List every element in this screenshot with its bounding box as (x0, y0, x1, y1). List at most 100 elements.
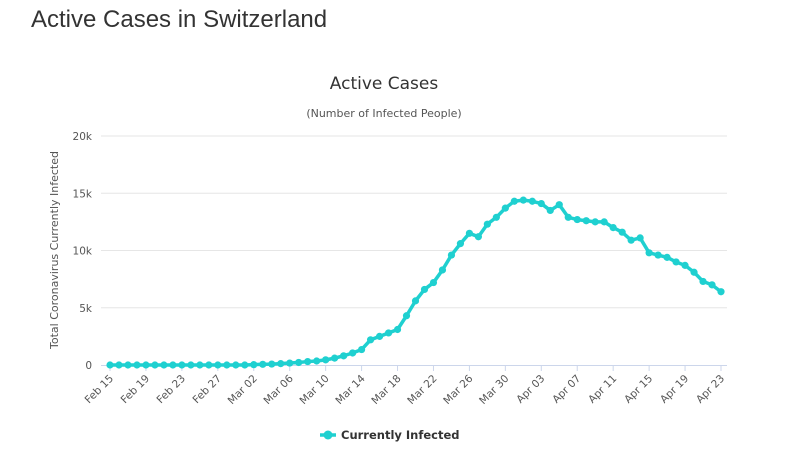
data-point[interactable] (142, 361, 150, 369)
data-point[interactable] (564, 213, 572, 221)
data-point[interactable] (241, 361, 249, 369)
data-point[interactable] (411, 297, 420, 305)
data-point[interactable] (483, 220, 491, 228)
data-point[interactable] (519, 196, 527, 204)
y-axis-title: Total Coronavirus Currently Infected (48, 151, 61, 350)
data-point[interactable] (268, 360, 276, 368)
data-point[interactable] (160, 361, 168, 369)
y-tick-label: 15k (73, 188, 93, 200)
x-tick-label: Mar 14 (333, 372, 368, 407)
data-point[interactable] (402, 312, 411, 320)
data-point[interactable] (366, 336, 375, 344)
data-point[interactable] (205, 361, 213, 369)
data-point[interactable] (438, 266, 447, 274)
data-point[interactable] (654, 251, 662, 259)
data-point[interactable] (214, 361, 222, 369)
data-point[interactable] (447, 251, 456, 259)
x-tick-label: Apr 03 (514, 373, 547, 406)
data-point[interactable] (357, 345, 366, 354)
chart-subtitle: (Number of Infected People) (306, 107, 461, 120)
data-point[interactable] (384, 329, 393, 337)
x-tick-label: Mar 22 (405, 373, 439, 407)
data-point[interactable] (645, 249, 653, 257)
data-point[interactable] (187, 361, 195, 369)
data-point[interactable] (663, 253, 671, 261)
data-point[interactable] (456, 240, 465, 248)
legend-label[interactable]: Currently Infected (341, 428, 460, 442)
data-point[interactable] (429, 278, 438, 287)
x-tick-label: Mar 02 (226, 373, 260, 407)
y-axis-ticks: 0 5k 10k 15k 20k (73, 131, 93, 372)
data-point[interactable] (178, 361, 186, 369)
data-point[interactable] (555, 201, 563, 209)
data-point[interactable] (286, 359, 294, 367)
data-point[interactable] (393, 325, 402, 334)
y-tick-label: 20k (73, 131, 93, 143)
data-point[interactable] (636, 234, 644, 242)
data-point[interactable] (277, 360, 285, 368)
y-tick-label: 5k (79, 303, 93, 315)
x-tick-label: Apr 19 (658, 373, 691, 406)
data-point[interactable] (528, 197, 536, 205)
series-line[interactable] (108, 198, 723, 367)
legend-dot-marker (323, 430, 333, 440)
data-point[interactable] (582, 217, 590, 225)
data-point[interactable] (609, 224, 617, 232)
data-point[interactable] (573, 215, 581, 224)
x-tick-label: Apr 23 (694, 373, 727, 406)
data-point[interactable] (627, 236, 635, 244)
chart-title: Active Cases (330, 74, 439, 94)
legend[interactable]: Currently Infected (320, 428, 460, 442)
data-point[interactable] (313, 357, 321, 365)
x-tick-label: Apr 15 (622, 373, 655, 406)
data-point[interactable] (717, 288, 725, 296)
data-point[interactable] (474, 233, 482, 241)
x-tick-label: Feb 27 (191, 373, 224, 406)
data-point[interactable] (546, 206, 554, 215)
data-point[interactable] (699, 277, 707, 286)
data-point[interactable] (232, 361, 240, 369)
data-point[interactable] (259, 360, 267, 368)
data-point[interactable] (151, 361, 159, 369)
data-point[interactable] (115, 361, 123, 369)
data-point[interactable] (223, 361, 231, 369)
data-point[interactable] (196, 361, 204, 369)
data-point[interactable] (600, 218, 608, 226)
x-tick-label: Feb 23 (155, 373, 188, 406)
data-point[interactable] (672, 258, 680, 266)
data-point[interactable] (591, 218, 599, 226)
data-point[interactable] (250, 361, 258, 369)
data-point[interactable] (510, 197, 518, 205)
data-point[interactable] (501, 204, 509, 212)
data-point[interactable] (331, 354, 339, 362)
data-point[interactable] (690, 268, 698, 276)
data-point[interactable] (340, 352, 348, 360)
data-point[interactable] (492, 213, 500, 221)
data-point[interactable] (375, 332, 384, 340)
x-tick-label: Mar 26 (441, 372, 476, 407)
data-point[interactable] (133, 361, 141, 369)
x-tick-label: Apr 07 (550, 373, 583, 406)
data-point[interactable] (304, 357, 312, 366)
data-point[interactable] (681, 261, 689, 269)
data-point[interactable] (106, 361, 114, 369)
data-point[interactable] (124, 361, 132, 369)
data-point[interactable] (708, 281, 716, 289)
data-point[interactable] (322, 356, 330, 364)
gridlines (101, 135, 727, 309)
x-tick-label: Feb 15 (83, 373, 116, 406)
x-tick-label: Mar 06 (262, 372, 297, 407)
x-tick-label: Mar 18 (369, 373, 403, 407)
data-point[interactable] (169, 361, 177, 369)
data-point[interactable] (465, 229, 474, 237)
series-currently-infected[interactable] (106, 196, 725, 369)
data-point[interactable] (295, 358, 303, 367)
data-point[interactable] (618, 228, 626, 236)
y-tick-label: 0 (85, 360, 92, 372)
data-point[interactable] (537, 199, 545, 208)
data-point[interactable] (349, 349, 357, 357)
data-point[interactable] (420, 285, 429, 294)
page-title: Active Cases in Switzerland (31, 6, 328, 33)
y-tick-label: 10k (73, 246, 93, 258)
